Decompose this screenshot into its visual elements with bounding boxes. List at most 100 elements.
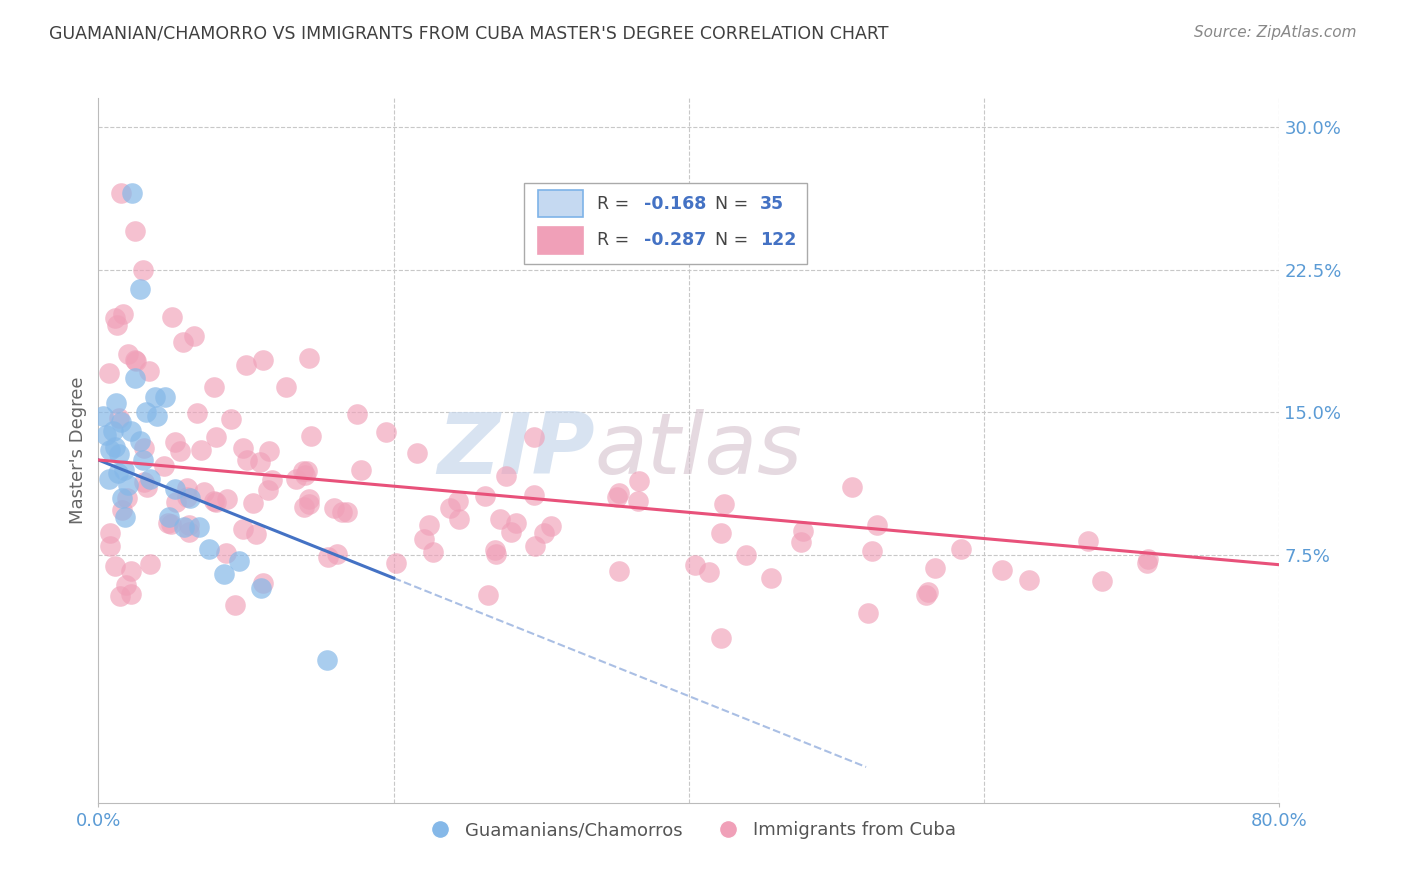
Point: [165, 495, 187, 509]
Point: [224, 598, 246, 612]
Point: [135, 405, 157, 419]
Point: [193, 485, 215, 500]
Point: [523, 488, 546, 502]
Point: [202, 494, 225, 508]
Point: [132, 441, 155, 455]
Point: [120, 425, 142, 439]
Point: [330, 505, 353, 519]
Point: [143, 390, 166, 404]
Point: [125, 354, 148, 368]
Point: [250, 581, 273, 595]
Point: [104, 440, 127, 454]
Point: [449, 512, 471, 526]
Bar: [537, 190, 582, 218]
Point: [160, 516, 183, 531]
Point: [111, 307, 134, 321]
Point: [169, 444, 191, 458]
Point: [91, 409, 114, 424]
Point: [252, 353, 274, 368]
Point: [124, 224, 146, 238]
Point: [157, 510, 180, 524]
Point: [156, 516, 179, 530]
Point: [114, 510, 136, 524]
Point: [120, 564, 142, 578]
Point: [627, 474, 650, 488]
Point: [323, 501, 346, 516]
Point: [249, 455, 271, 469]
Point: [235, 358, 257, 372]
Point: [606, 491, 628, 505]
Point: [98, 539, 121, 553]
Text: ZIP: ZIP: [437, 409, 595, 492]
Point: [474, 489, 496, 503]
Point: [176, 490, 198, 504]
Point: [683, 558, 706, 572]
Point: [1136, 557, 1159, 571]
Point: [257, 444, 280, 458]
Point: [215, 546, 238, 560]
Point: [190, 442, 212, 457]
Point: [375, 425, 398, 439]
Point: [418, 518, 440, 533]
Point: [176, 481, 198, 495]
Point: [219, 412, 242, 426]
Point: [384, 556, 406, 570]
Point: [1137, 551, 1160, 566]
Point: [336, 506, 359, 520]
Point: [413, 532, 436, 546]
Point: [236, 452, 259, 467]
FancyBboxPatch shape: [523, 183, 807, 264]
Point: [316, 549, 339, 564]
Point: [540, 519, 562, 533]
Point: [121, 186, 143, 201]
Point: [274, 380, 297, 394]
Point: [117, 491, 139, 505]
Point: [153, 458, 176, 473]
Point: [172, 335, 194, 350]
Point: [488, 512, 510, 526]
Point: [108, 447, 131, 461]
Point: [505, 516, 527, 530]
Point: [422, 545, 444, 559]
Point: [105, 318, 128, 332]
Point: [117, 347, 139, 361]
Point: [111, 491, 134, 505]
Point: [183, 329, 205, 343]
Point: [136, 480, 159, 494]
Point: [153, 390, 176, 404]
Point: [115, 578, 138, 592]
Point: [232, 522, 254, 536]
Text: -0.287: -0.287: [644, 231, 706, 250]
Point: [295, 465, 318, 479]
Point: [292, 464, 315, 478]
Text: N =: N =: [714, 231, 754, 250]
Point: [177, 517, 200, 532]
Point: [299, 429, 322, 443]
Point: [607, 565, 630, 579]
Point: [735, 548, 758, 562]
Point: [245, 526, 267, 541]
Point: [162, 310, 183, 325]
Point: [104, 559, 127, 574]
Point: [298, 497, 321, 511]
Point: [627, 494, 650, 508]
Point: [294, 468, 316, 483]
Point: [107, 467, 129, 481]
Text: 35: 35: [759, 194, 785, 213]
Point: [134, 475, 156, 490]
Point: [607, 486, 630, 500]
Text: atlas: atlas: [595, 409, 803, 492]
Point: [110, 415, 132, 429]
Point: [856, 607, 879, 621]
Point: [792, 524, 814, 539]
Point: [860, 544, 883, 558]
Point: [128, 434, 150, 448]
Point: [298, 351, 321, 365]
Point: [112, 462, 135, 476]
Point: [138, 364, 160, 378]
Legend: Guamanians/Chamorros, Immigrants from Cuba: Guamanians/Chamorros, Immigrants from Cu…: [415, 814, 963, 847]
Bar: [537, 227, 582, 254]
Point: [128, 282, 150, 296]
Point: [124, 371, 146, 385]
Point: [110, 186, 132, 201]
